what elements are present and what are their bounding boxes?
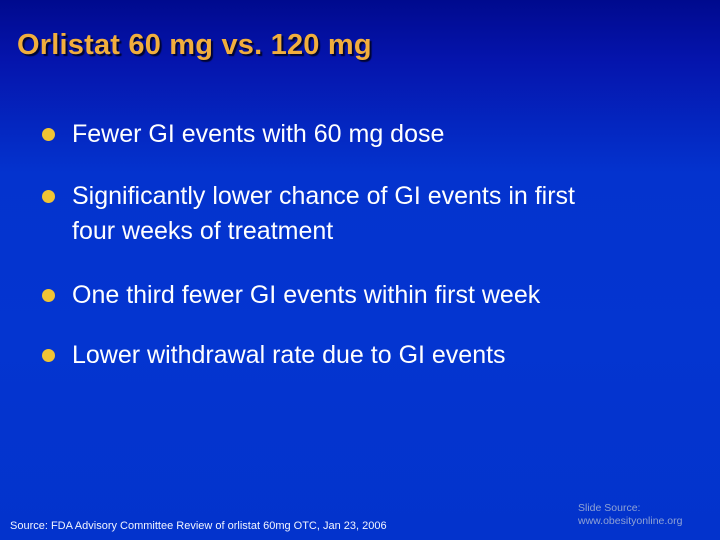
slide-credit-site: www.obesityonline.org	[578, 515, 683, 527]
bullet-item: Lower withdrawal rate due to GI events	[42, 338, 612, 373]
bullet-item: Fewer GI events with 60 mg dose	[42, 117, 612, 152]
bullet-text: One third fewer GI events within first w…	[72, 281, 541, 309]
bullet-dot-icon	[42, 128, 55, 141]
bullet-text: Fewer GI events with 60 mg dose	[72, 120, 445, 148]
bullet-item: One third fewer GI events within first w…	[42, 278, 612, 313]
source-citation: Source: FDA Advisory Committee Review of…	[10, 520, 387, 532]
bullet-text: Significantly lower chance of GI events …	[72, 182, 576, 245]
slide-credit-label: Slide Source:	[578, 502, 641, 514]
bullet-dot-icon	[42, 289, 55, 302]
bullet-text: Lower withdrawal rate due to GI events	[72, 341, 506, 369]
bullet-dot-icon	[42, 349, 55, 362]
slide-title: Orlistat 60 mg vs. 120 mg	[17, 29, 372, 61]
bullet-item: Significantly lower chance of GI events …	[42, 179, 612, 249]
bullet-dot-icon	[42, 190, 55, 203]
slide-credit: Slide Source: www.obesityonline.org	[578, 502, 682, 528]
